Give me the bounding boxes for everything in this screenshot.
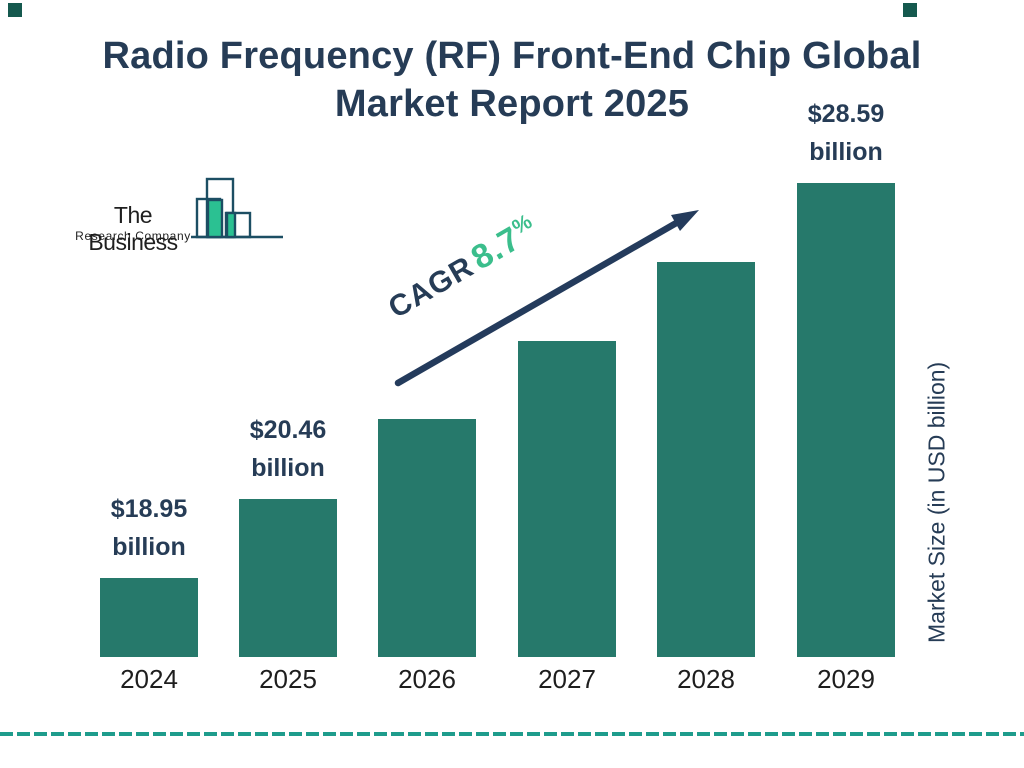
bottom-dashed-divider bbox=[0, 732, 1024, 736]
bar-2027 bbox=[518, 341, 616, 657]
bar-2028 bbox=[657, 262, 755, 657]
x-axis-label-2024: 2024 bbox=[120, 664, 178, 694]
logo-company-name: The Business bbox=[88, 202, 178, 255]
bar-2024 bbox=[100, 578, 198, 657]
value-label-2029: $28.59 billion bbox=[766, 95, 926, 171]
logo-company-subname: Research Company bbox=[75, 229, 191, 243]
cagr-annotation: CAGR 8.7% bbox=[378, 204, 547, 331]
cagr-label: CAGR bbox=[383, 250, 480, 325]
bar-2026 bbox=[378, 419, 476, 657]
bar-2029 bbox=[797, 183, 895, 657]
x-axis-label-2025: 2025 bbox=[259, 664, 317, 694]
page-title-line1: Radio Frequency (RF) Front-End Chip Glob… bbox=[102, 35, 922, 77]
value-label-2025: $20.46 billion bbox=[208, 411, 368, 487]
logo-bar-chart-icon bbox=[191, 177, 283, 239]
value-unit: billion bbox=[251, 454, 325, 482]
value-amount: $20.46 bbox=[249, 416, 327, 444]
corner-square-right bbox=[903, 3, 917, 17]
value-amount: $28.59 bbox=[807, 100, 885, 128]
x-axis-label-2026: 2026 bbox=[398, 664, 456, 694]
x-axis-label-2029: 2029 bbox=[817, 664, 875, 694]
corner-square-left bbox=[8, 3, 22, 17]
x-axis-label-2027: 2027 bbox=[538, 664, 596, 694]
value-unit: billion bbox=[112, 533, 186, 561]
x-axis-label-2028: 2028 bbox=[677, 664, 735, 694]
y-axis-title: Market Size (in USD billion) bbox=[923, 361, 950, 643]
page-title: Radio Frequency (RF) Front-End Chip Glob… bbox=[0, 32, 1024, 128]
value-label-2024: $18.95 billion bbox=[69, 490, 229, 566]
page-title-line2: Market Report 2025 bbox=[334, 83, 690, 125]
cagr-value: 8.7% bbox=[464, 209, 537, 278]
value-unit: billion bbox=[809, 138, 883, 166]
bar-2025 bbox=[239, 499, 337, 657]
value-amount: $18.95 bbox=[110, 495, 188, 523]
